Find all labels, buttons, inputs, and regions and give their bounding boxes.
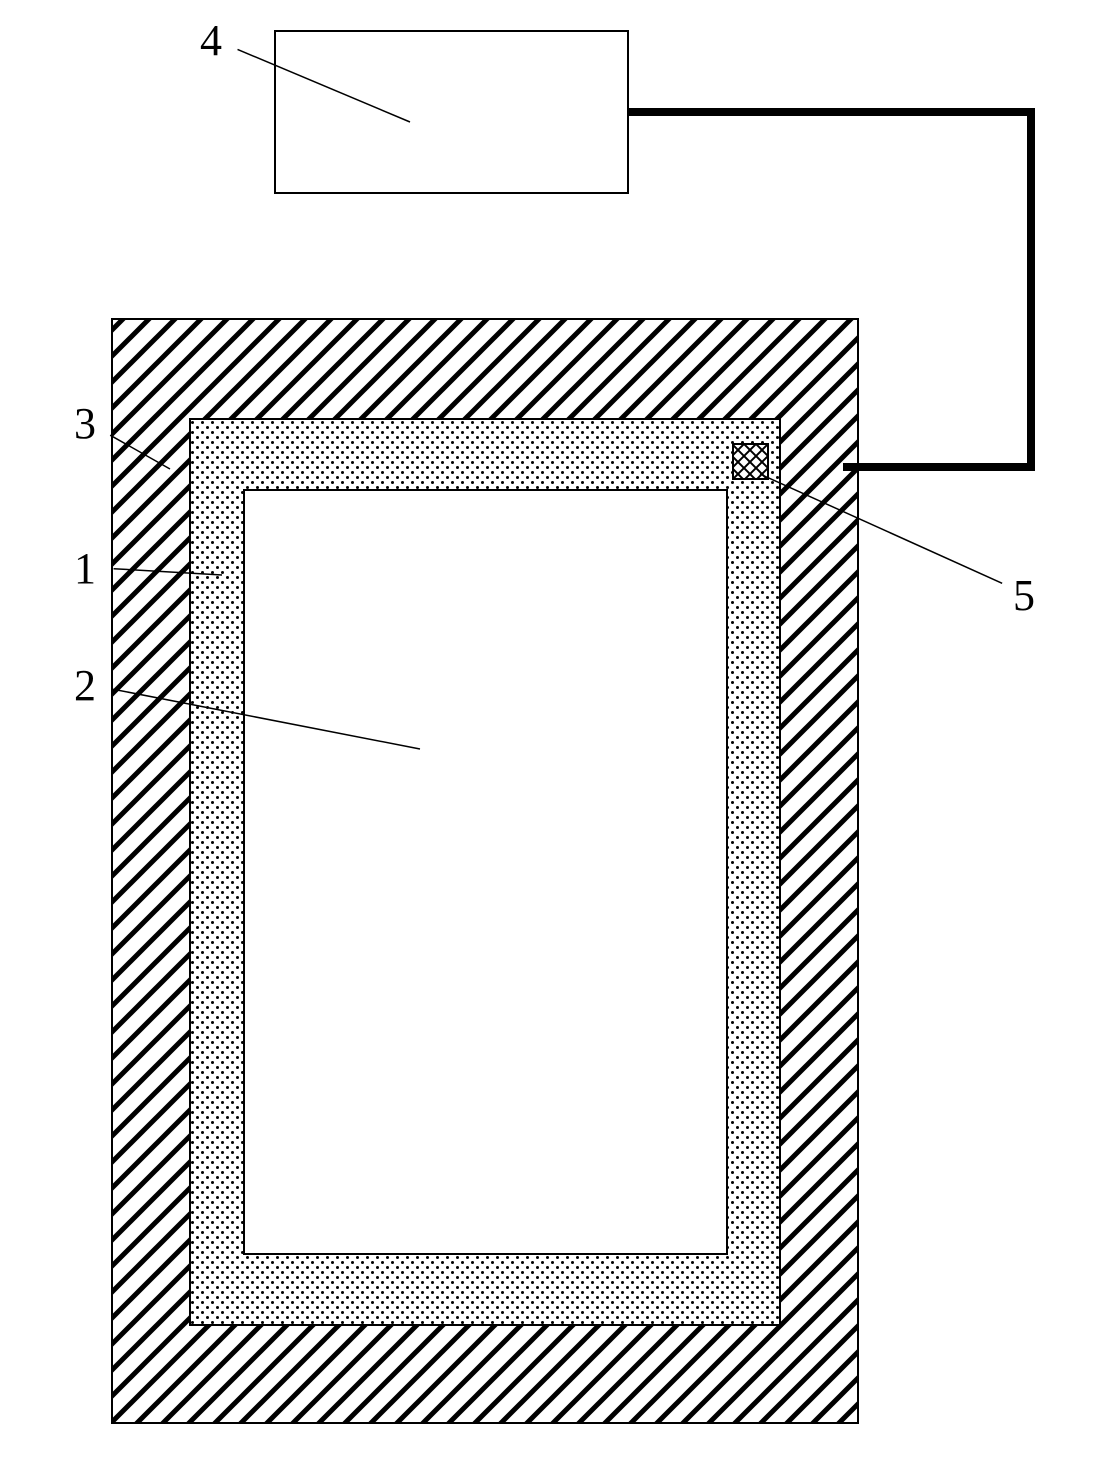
- callout-label-2: 2: [74, 660, 96, 711]
- callout-label-3: 3: [74, 398, 96, 449]
- inner-cavity: [244, 490, 727, 1254]
- diagram-svg: [0, 0, 1110, 1479]
- callout-label-1: 1: [74, 543, 96, 594]
- top-box: [275, 31, 628, 193]
- sensor-square: [733, 444, 768, 479]
- callout-label-4: 4: [200, 15, 222, 66]
- callout-label-5: 5: [1013, 570, 1035, 621]
